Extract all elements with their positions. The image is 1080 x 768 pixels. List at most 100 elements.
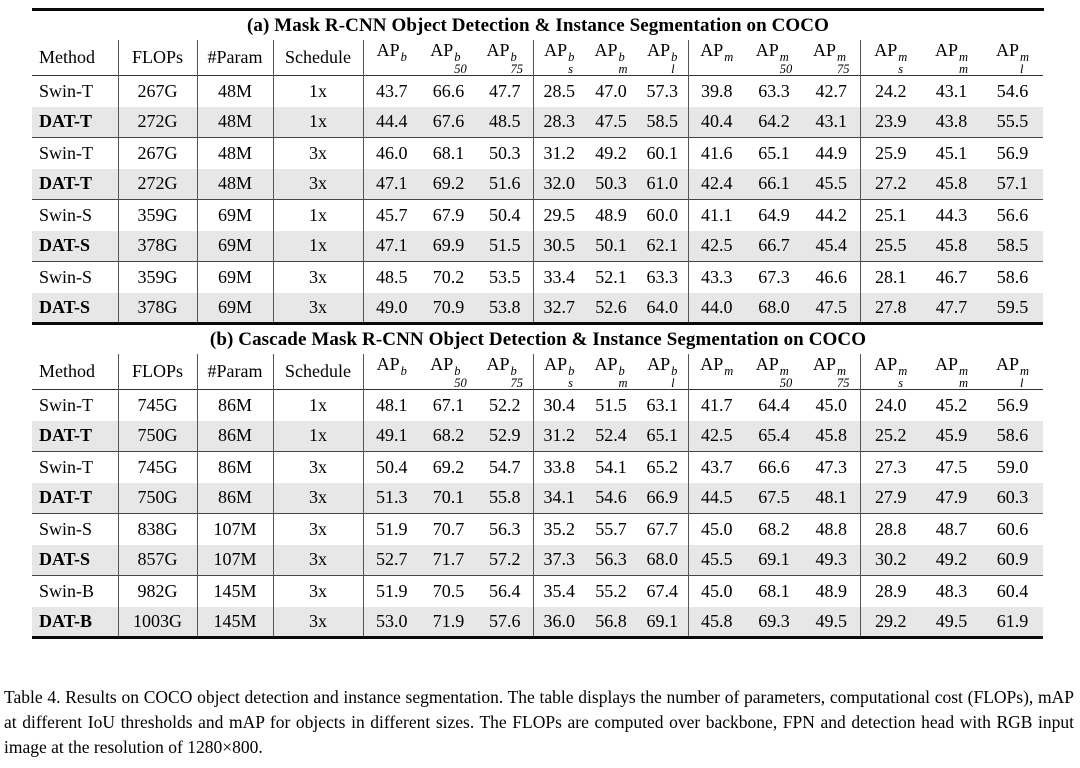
- value-cell: 60.1: [637, 137, 689, 169]
- value-cell: 69.3: [758, 610, 790, 631]
- table-row-swin-t-1x: Swin-T 267G 48M 1x 43.7 66.6 47.7 28.5 47.0 57.3 3…: [32, 75, 1043, 107]
- value-cell: 47.1: [376, 235, 408, 256]
- value-cell: 52.2: [477, 389, 534, 421]
- value-cell: 45.0: [803, 389, 861, 421]
- value-cell: 64.2: [758, 111, 790, 132]
- value-cell: 45.5: [803, 168, 861, 200]
- value-cell: 71.9: [432, 610, 465, 631]
- value-cell: 58.6: [996, 425, 1029, 446]
- value-cell: 27.3: [875, 456, 907, 477]
- value-cell: 41.6: [701, 142, 733, 163]
- ap-supsub: b 75: [510, 50, 524, 76]
- value-cell: 49.5: [935, 610, 968, 631]
- value-cell: 48.9: [595, 204, 627, 225]
- value-cell: 67.9: [432, 204, 465, 225]
- ap-supsub: m 50: [779, 50, 793, 76]
- value-cell: 45.1: [935, 142, 968, 163]
- value-cell: 27.2: [875, 173, 907, 194]
- ap-supsub: b: [400, 50, 407, 64]
- value-cell: 52.9: [477, 420, 534, 452]
- value-cell: 51.5: [595, 394, 627, 415]
- table-row-swin-b-3x: Swin-B 982G 145M 3x 51.9 70.5 56.4 35.4 55.2 67.4…: [32, 575, 1043, 607]
- value-cell: 30.5: [543, 235, 576, 256]
- col-header-param: #Param: [197, 354, 274, 390]
- value-cell: 982G: [118, 575, 198, 607]
- value-cell: 272G: [118, 168, 198, 200]
- ap-label: AP: [812, 40, 836, 60]
- value-cell: 750G: [118, 420, 198, 452]
- header-row: Method FLOPs #Param Schedule AP b AP b 50 AP b 75 AP…: [32, 40, 1043, 76]
- value-cell: 27.9: [875, 487, 907, 508]
- ap-label: AP: [700, 354, 724, 374]
- subtable-b-title: (b) Cascade Mask R-CNN Object Detection …: [209, 329, 867, 350]
- value-cell: 745G: [118, 389, 198, 421]
- value-cell: 3x: [273, 451, 364, 483]
- value-cell: 47.7: [935, 296, 968, 317]
- value-cell: 86M: [197, 482, 274, 514]
- value-cell: 48.5: [376, 266, 408, 287]
- value-cell: 47.5: [595, 111, 627, 132]
- value-cell: 33.4: [543, 266, 576, 287]
- value-cell: 59.0: [996, 456, 1029, 477]
- value-cell: 69M: [197, 199, 274, 231]
- value-cell: 45.0: [701, 518, 733, 539]
- value-cell: 68.0: [758, 296, 790, 317]
- ap-supsub: b: [400, 364, 407, 378]
- value-cell: 378G: [118, 230, 198, 262]
- value-cell: 28.9: [875, 580, 907, 601]
- table-a-header: Method FLOPs #Param Schedule AP b AP b 50 AP b 75 AP…: [32, 40, 1043, 76]
- value-cell: 750G: [118, 482, 198, 514]
- ap-label: AP: [995, 354, 1019, 374]
- value-cell: 1x: [273, 389, 364, 421]
- value-cell: 359G: [118, 261, 198, 293]
- value-cell: 55.5: [996, 111, 1029, 132]
- value-cell: 52.7: [376, 549, 408, 570]
- value-cell: 35.2: [543, 518, 576, 539]
- value-cell: 49.1: [376, 425, 408, 446]
- value-cell: 44.9: [803, 137, 861, 169]
- table-b-body: Swin-T 745G 86M 1x 48.1 67.1 52.2 30.4 51.5 63.1 4…: [32, 389, 1043, 638]
- table-row-dat-s-1x: DAT-S 378G 69M 1x 47.1 69.9 51.5 30.5 50.1 62.1 42…: [32, 230, 1043, 262]
- value-cell: 56.3: [595, 549, 627, 570]
- ap-label: AP: [544, 40, 568, 60]
- value-cell: 69.1: [637, 606, 689, 638]
- table-a-body: Swin-T 267G 48M 1x 43.7 66.6 47.7 28.5 47.0 57.3 3…: [32, 75, 1043, 324]
- value-cell: 86M: [197, 420, 274, 452]
- value-cell: 44.5: [701, 487, 733, 508]
- value-cell: 64.9: [758, 204, 790, 225]
- value-cell: 28.1: [875, 266, 907, 287]
- value-cell: 28.3: [543, 111, 576, 132]
- value-cell: 107M: [197, 544, 274, 576]
- value-cell: 44.3: [935, 204, 968, 225]
- value-cell: 48.7: [935, 518, 968, 539]
- value-cell: 66.1: [758, 173, 790, 194]
- ap-label: AP: [430, 354, 454, 374]
- method-cell: Swin-T: [32, 451, 119, 483]
- table-row-dat-t-1x: DAT-T 750G 86M 1x 49.1 68.2 52.9 31.2 52.4 65.1 42…: [32, 420, 1043, 452]
- value-cell: 42.5: [701, 235, 733, 256]
- table-4: (a) Mask R-CNN Object Detection & Instan…: [32, 8, 1044, 639]
- value-cell: 1x: [273, 106, 364, 138]
- value-cell: 45.7: [376, 204, 408, 225]
- value-cell: 42.4: [701, 173, 733, 194]
- ap-supsub: m: [724, 50, 734, 64]
- table-row-swin-t-1x: Swin-T 745G 86M 1x 48.1 67.1 52.2 30.4 51.5 63.1 4…: [32, 389, 1043, 421]
- value-cell: 60.4: [996, 580, 1029, 601]
- method-cell: DAT-S: [32, 292, 119, 324]
- col-header-ap-b-75: AP b 75: [477, 40, 534, 76]
- value-cell: 48.9: [803, 575, 861, 607]
- value-cell: 28.5: [543, 80, 576, 101]
- value-cell: 50.4: [477, 199, 534, 231]
- value-cell: 60.0: [637, 199, 689, 231]
- table-row-dat-t-3x: DAT-T 750G 86M 3x 51.3 70.1 55.8 34.1 54.6 66.9 44…: [32, 482, 1043, 514]
- value-cell: 69.9: [432, 235, 465, 256]
- value-cell: 66.6: [432, 80, 465, 101]
- value-cell: 45.9: [935, 425, 968, 446]
- col-header-param: #Param: [197, 40, 274, 76]
- value-cell: 267G: [118, 137, 198, 169]
- value-cell: 29.2: [875, 610, 907, 631]
- method-cell: DAT-S: [32, 230, 119, 262]
